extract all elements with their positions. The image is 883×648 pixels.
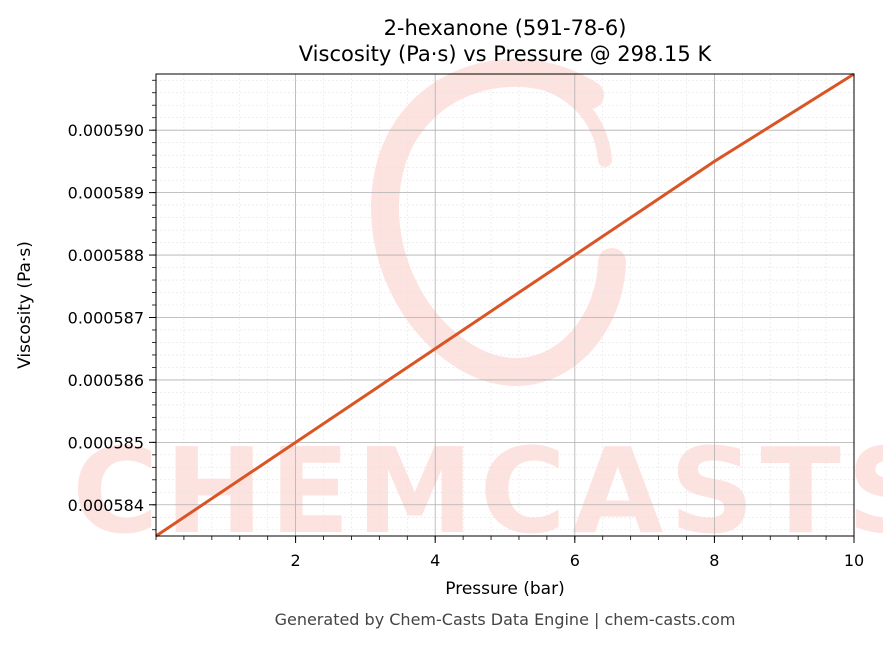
x-axis-label: Pressure (bar) [445,579,564,599]
series-layer [155,72,855,538]
grid [155,74,855,536]
y-tick-label: 0.000588 [68,246,144,265]
x-tick-label: 10 [844,551,864,570]
y-tick-label: 0.000584 [68,496,144,515]
y-tick-label: 0.000586 [68,371,144,390]
series-line [155,72,855,538]
chart-title: 2-hexanone (591-78-6) [384,16,627,40]
x-tick-label: 2 [291,551,301,570]
y-axis-label: Viscosity (Pa·s) [15,241,35,369]
watermark-swirl-inner [463,71,612,167]
chart-subtitle: Viscosity (Pa·s) vs Pressure @ 298.15 K [299,42,713,66]
watermark-logo: CHEMCASTS [72,59,883,560]
x-tick-label: 6 [570,551,580,570]
y-tick-label: 0.000589 [68,184,144,203]
footer-credit: Generated by Chem-Casts Data Engine | ch… [275,610,736,629]
y-tick-label: 0.000585 [68,433,144,452]
watermark-text: CHEMCASTS [72,422,883,560]
y-tick-label: 0.000587 [68,308,144,327]
x-tick-label: 4 [430,551,440,570]
axes: 2 4 6 8 10 0.000584 0.000585 0.000586 0.000587 0.… [68,73,864,570]
x-tick-label: 8 [709,551,719,570]
y-tick-label: 0.000590 [68,121,144,140]
